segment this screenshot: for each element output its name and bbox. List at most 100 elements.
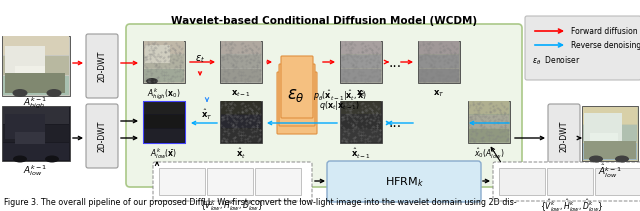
Point bbox=[339, 43, 349, 46]
Point bbox=[361, 47, 371, 50]
Point bbox=[355, 57, 365, 60]
Point bbox=[349, 42, 359, 45]
Point bbox=[244, 60, 254, 63]
Bar bbox=[143, 101, 185, 143]
Point bbox=[170, 48, 180, 51]
Point bbox=[372, 128, 382, 131]
Point bbox=[216, 46, 227, 49]
Point bbox=[160, 50, 170, 54]
Point bbox=[342, 120, 353, 124]
Point bbox=[255, 76, 265, 80]
Point bbox=[452, 77, 462, 80]
Point bbox=[342, 80, 353, 83]
Point bbox=[218, 136, 228, 140]
Text: Forward diffusion: Forward diffusion bbox=[571, 27, 637, 35]
Point bbox=[493, 117, 503, 121]
Point bbox=[442, 60, 452, 63]
Point bbox=[159, 77, 170, 80]
Point bbox=[223, 128, 233, 131]
Point bbox=[501, 139, 511, 143]
Point bbox=[423, 50, 433, 53]
Point bbox=[175, 60, 186, 64]
Point bbox=[369, 125, 380, 128]
Point bbox=[365, 120, 375, 124]
Point bbox=[156, 51, 166, 54]
Point bbox=[495, 108, 505, 112]
Point bbox=[163, 80, 173, 84]
Point bbox=[338, 115, 348, 118]
Point bbox=[427, 42, 437, 45]
Point bbox=[346, 108, 356, 111]
Point bbox=[164, 62, 175, 65]
Point bbox=[478, 112, 488, 116]
FancyBboxPatch shape bbox=[277, 72, 317, 134]
Point bbox=[234, 70, 244, 73]
Point bbox=[231, 55, 241, 58]
Point bbox=[464, 106, 474, 109]
Bar bbox=[15, 66, 45, 81]
FancyBboxPatch shape bbox=[86, 104, 118, 168]
Point bbox=[164, 55, 175, 58]
Point bbox=[349, 127, 360, 130]
Point bbox=[230, 121, 241, 125]
Point bbox=[232, 120, 243, 123]
Point bbox=[245, 134, 255, 137]
Point bbox=[360, 105, 370, 108]
Point bbox=[232, 116, 242, 119]
Point bbox=[363, 76, 373, 80]
Point bbox=[375, 69, 385, 72]
Point bbox=[488, 105, 498, 108]
Point bbox=[252, 68, 262, 71]
Point bbox=[503, 128, 513, 132]
Point bbox=[500, 118, 511, 121]
Point bbox=[496, 112, 506, 116]
Bar bbox=[341, 55, 381, 68]
Point bbox=[369, 54, 380, 58]
Point bbox=[216, 106, 227, 109]
Point bbox=[375, 138, 385, 141]
Point bbox=[237, 42, 248, 45]
Point bbox=[366, 117, 376, 120]
Point bbox=[250, 45, 260, 48]
Point bbox=[429, 56, 440, 59]
Point bbox=[371, 69, 381, 72]
Point bbox=[163, 73, 173, 77]
Text: $\epsilon_t$: $\epsilon_t$ bbox=[195, 53, 205, 65]
Point bbox=[356, 78, 366, 82]
Point bbox=[225, 108, 236, 111]
Point bbox=[221, 129, 232, 133]
Text: $p_\theta(\hat{\mathbf{x}}_{t-1}|\hat{\mathbf{x}}_t,\tilde{\mathbf{x}})$: $p_\theta(\hat{\mathbf{x}}_{t-1}|\hat{\m… bbox=[313, 89, 367, 103]
Point bbox=[252, 129, 262, 132]
Point bbox=[374, 138, 384, 142]
Point bbox=[243, 139, 253, 143]
Point bbox=[168, 62, 179, 65]
Point bbox=[342, 56, 353, 60]
Point bbox=[470, 137, 481, 141]
Point bbox=[219, 114, 229, 118]
Point bbox=[254, 121, 264, 124]
Point bbox=[220, 112, 230, 116]
Point bbox=[481, 114, 492, 118]
Point bbox=[356, 102, 367, 105]
Point bbox=[362, 77, 372, 81]
Point bbox=[255, 77, 266, 81]
Point bbox=[225, 48, 236, 51]
Point bbox=[252, 124, 262, 127]
Point bbox=[360, 77, 370, 81]
Bar bbox=[3, 56, 69, 75]
Point bbox=[253, 106, 264, 110]
Point bbox=[355, 134, 365, 137]
Bar bbox=[3, 143, 69, 160]
Point bbox=[471, 106, 481, 110]
Point bbox=[338, 125, 348, 129]
Point bbox=[217, 78, 227, 82]
Bar bbox=[418, 41, 460, 83]
Point bbox=[351, 116, 362, 119]
Point bbox=[361, 109, 371, 113]
Point bbox=[255, 69, 266, 72]
Point bbox=[490, 103, 500, 107]
Point bbox=[141, 73, 151, 76]
Point bbox=[244, 112, 254, 116]
Point bbox=[168, 60, 179, 64]
Point bbox=[419, 52, 429, 56]
